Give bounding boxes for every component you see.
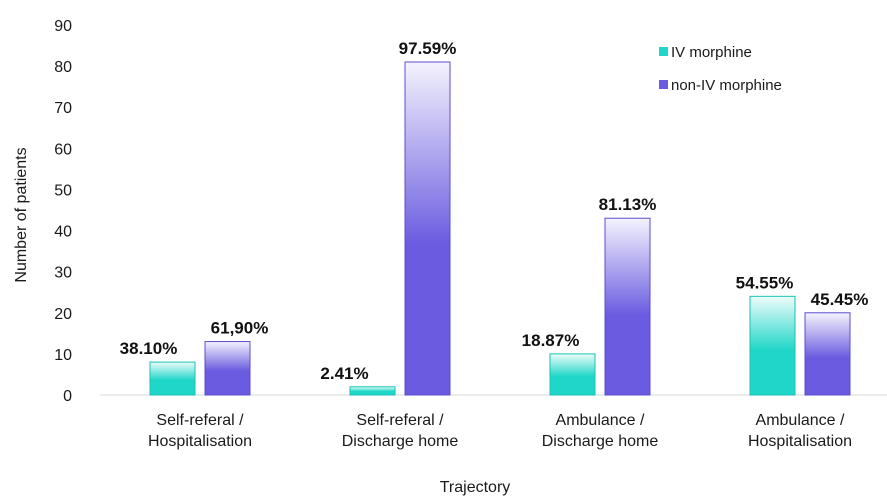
data-label: 81.13% <box>599 195 657 214</box>
y-tick-label: 30 <box>54 265 72 282</box>
x-tick-label: Self-referal / <box>156 412 244 429</box>
y-tick-label: 60 <box>54 141 72 158</box>
y-tick-label: 70 <box>54 100 72 117</box>
bar-iv-morphine <box>349 386 396 396</box>
y-tick-label: 80 <box>54 59 72 76</box>
legend-label: IV morphine <box>671 44 752 61</box>
data-label: 61,90% <box>211 319 269 338</box>
y-tick-label: 20 <box>54 306 72 323</box>
y-axis-title: Number of patients <box>13 147 30 282</box>
bar-non-iv-morphine <box>804 312 851 396</box>
bar-iv-morphine <box>149 361 196 396</box>
bar-non-iv-morphine <box>404 61 451 396</box>
x-tick-label: Hospitalisation <box>148 433 252 450</box>
x-tick-label: Discharge home <box>342 433 459 450</box>
data-label: 45.45% <box>811 290 869 309</box>
legend-swatch <box>659 47 668 56</box>
x-tick-label: Self-referal / <box>356 412 444 429</box>
y-tick-label: 0 <box>63 388 72 405</box>
x-tick-label: Hospitalisation <box>748 433 852 450</box>
x-tick-label: Ambulance / <box>756 412 845 429</box>
x-axis-title: Trajectory <box>440 479 511 496</box>
legend-label: non-IV morphine <box>671 77 782 94</box>
data-label: 97.59% <box>399 39 457 58</box>
bar-iv-morphine <box>549 353 596 396</box>
x-tick-label: Ambulance / <box>556 412 645 429</box>
plot-area: 0 10 20 30 40 50 60 70 80 90 38.10% 2.41% 18.87% 54.5… <box>13 18 887 496</box>
y-tick-label: 90 <box>54 18 72 35</box>
bar-non-iv-morphine <box>204 341 251 396</box>
data-label: 54.55% <box>736 273 794 292</box>
data-label: 2.41% <box>320 364 368 383</box>
data-label: 18.87% <box>522 331 580 350</box>
bar-iv-morphine <box>749 295 796 396</box>
y-tick-label: 40 <box>54 224 72 241</box>
bar-non-iv-morphine <box>604 217 651 396</box>
legend-swatch <box>659 80 668 89</box>
y-tick-label: 50 <box>54 182 72 199</box>
data-label: 38.10% <box>120 339 178 358</box>
y-tick-label: 10 <box>54 347 72 364</box>
x-tick-label: Discharge home <box>542 433 659 450</box>
